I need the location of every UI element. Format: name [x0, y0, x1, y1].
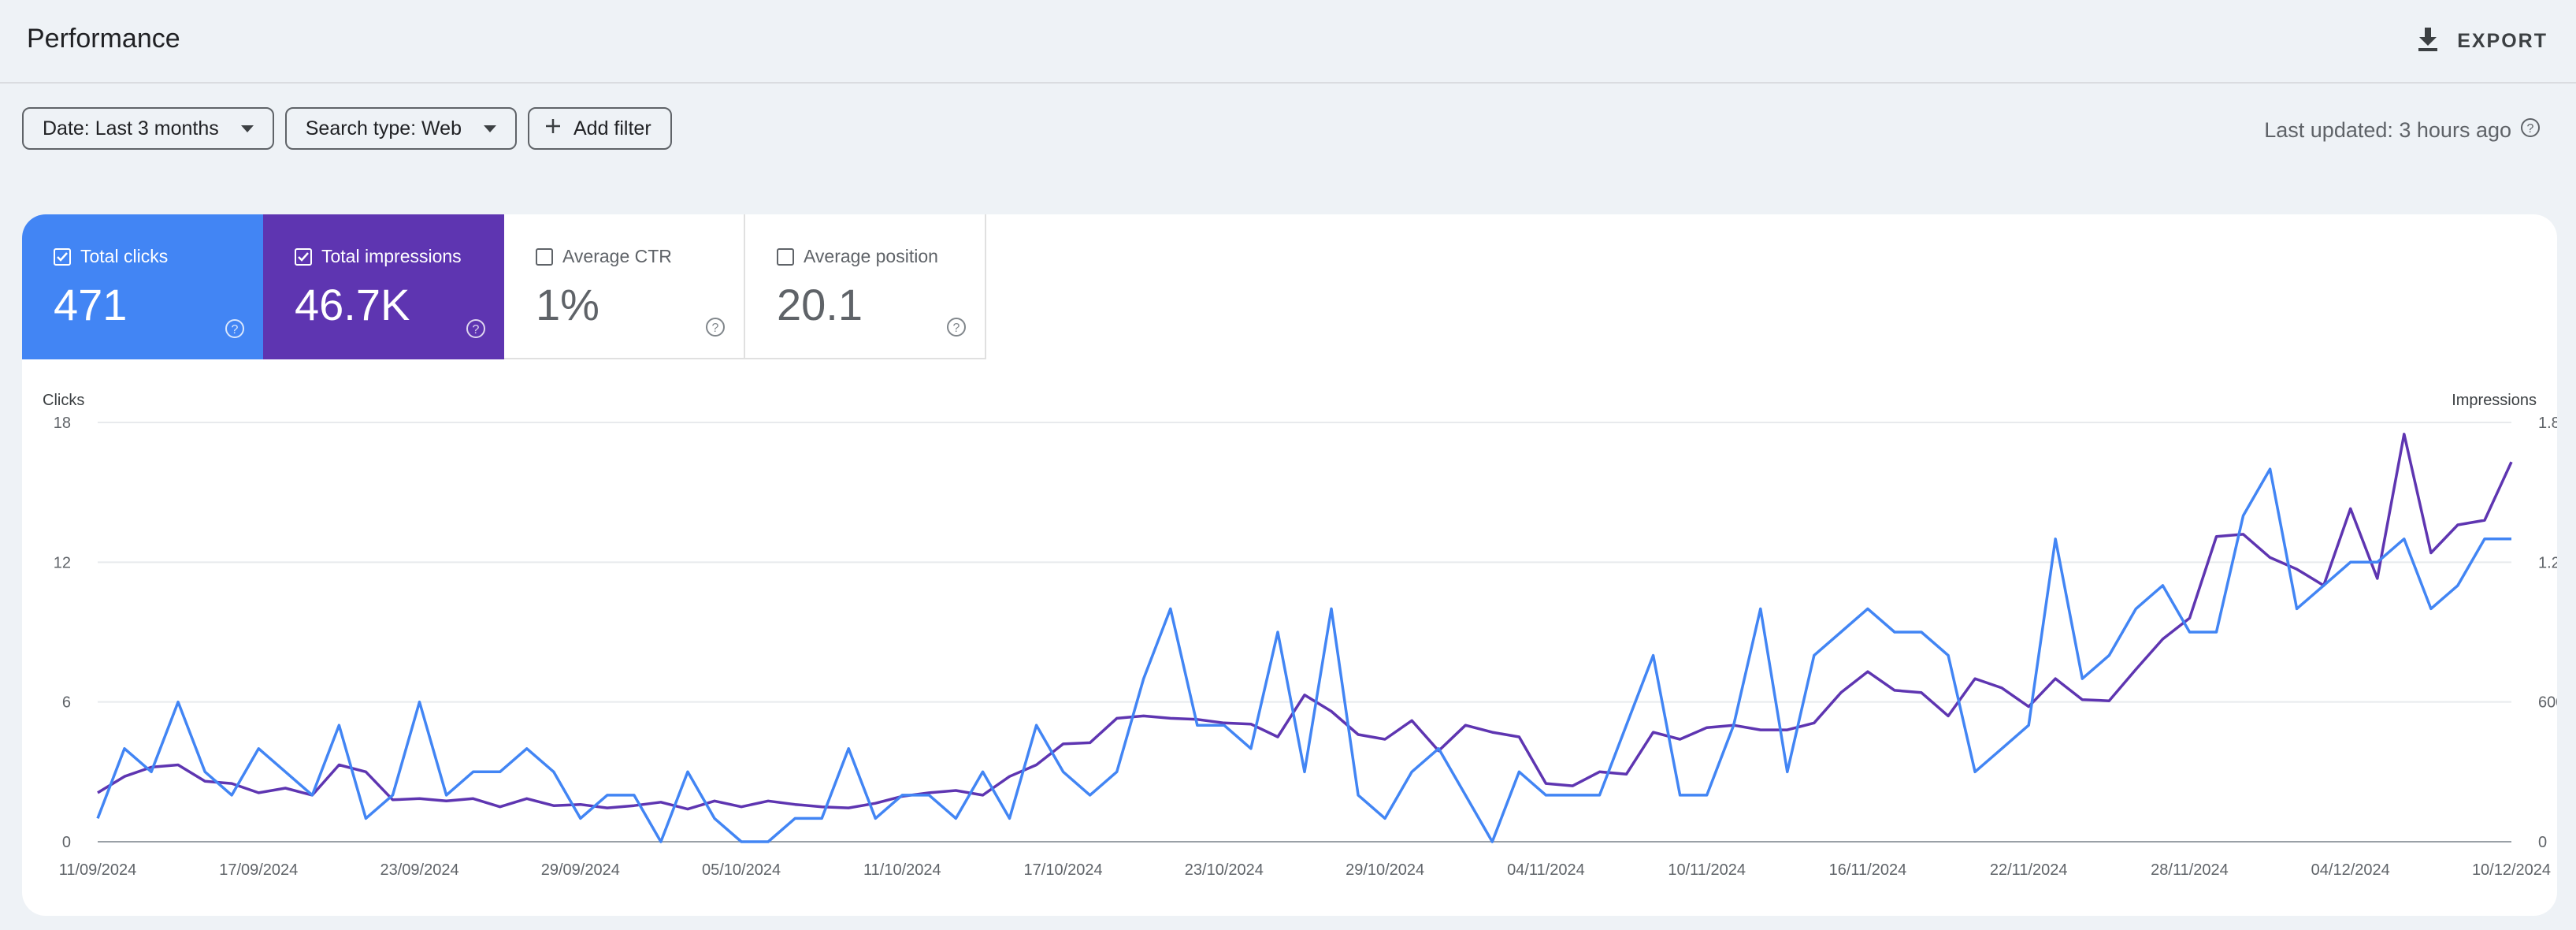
date-filter-label: Date: Last 3 months [43, 117, 219, 140]
metric-value: 1% [536, 280, 599, 329]
right-tick-label: 600 [2538, 694, 2557, 712]
metric-average-ctr[interactable]: Average CTR 1% ? [504, 214, 745, 359]
add-filter-label: Add filter [573, 117, 651, 140]
metric-label: Total clicks [80, 246, 169, 266]
add-filter-button[interactable]: Add filter [528, 107, 672, 150]
x-tick-label: 10/12/2024 [2472, 861, 2551, 879]
plus-icon [544, 117, 562, 141]
clicks-series-line [96, 467, 2511, 843]
x-tick-label: 04/11/2024 [1507, 861, 1585, 879]
metric-value: 20.1 [777, 280, 863, 329]
help-icon[interactable]: ? [465, 318, 487, 344]
x-tick-label: 11/10/2024 [863, 861, 941, 879]
caret-down-icon [240, 125, 254, 132]
metric-label: Average position [804, 246, 938, 266]
export-label: EXPORT [2457, 29, 2548, 52]
x-tick-label: 17/10/2024 [1024, 861, 1103, 879]
x-tick-label: 23/10/2024 [1185, 861, 1264, 879]
checkbox-unchecked-icon[interactable] [777, 247, 794, 266]
page-header: Performance EXPORT [0, 0, 2576, 84]
right-tick-label: 0 [2538, 834, 2547, 851]
page-title: Performance [27, 24, 180, 54]
metric-total-impressions[interactable]: Total impressions 46.7K ? [263, 214, 504, 359]
left-tick-label: 18 [54, 415, 71, 432]
date-filter-chip[interactable]: Date: Last 3 months [22, 107, 274, 150]
x-tick-label: 29/09/2024 [541, 861, 620, 879]
right-tick-label: 1.2K [2538, 554, 2557, 571]
metric-tabs: Total clicks 471 ? Total impressions 46.… [22, 214, 986, 359]
metric-label: Total impressions [321, 246, 462, 266]
help-icon[interactable]: ? [2519, 117, 2541, 144]
download-icon [2416, 26, 2440, 57]
caret-down-icon [484, 125, 496, 132]
metric-value: 471 [54, 280, 128, 329]
metric-total-clicks[interactable]: Total clicks 471 ? [22, 214, 263, 359]
metric-average-position[interactable]: Average position 20.1 ? [745, 214, 986, 359]
x-tick-label: 16/11/2024 [1829, 861, 1907, 879]
left-axis-title: Clicks [43, 392, 84, 409]
x-tick-label: 29/10/2024 [1346, 861, 1424, 879]
x-tick-label: 23/09/2024 [380, 861, 458, 879]
checkbox-checked-icon[interactable] [295, 247, 312, 266]
performance-chart[interactable]: 0 0 6 600 12 1.2K 18 1.8K Clicks Impressions 11/09… [22, 214, 2557, 916]
metric-value: 46.7K [295, 280, 410, 329]
svg-text:?: ? [2527, 122, 2534, 136]
performance-card: Total clicks 471 ? Total impressions 46.… [22, 214, 2557, 916]
right-axis-title: Impressions [2452, 392, 2537, 409]
help-icon[interactable]: ? [224, 318, 246, 344]
x-tick-label: 17/09/2024 [219, 861, 298, 879]
left-tick-label: 6 [62, 694, 71, 712]
last-updated-text: Last updated: 3 hours ago [2264, 118, 2511, 142]
svg-text:?: ? [473, 323, 480, 337]
x-tick-label: 05/10/2024 [702, 861, 781, 879]
x-tick-label: 11/09/2024 [59, 861, 137, 879]
svg-text:?: ? [712, 322, 719, 335]
x-tick-label: 10/11/2024 [1668, 861, 1746, 879]
x-tick-label: 04/12/2024 [2311, 861, 2390, 879]
checkbox-checked-icon[interactable] [54, 247, 71, 266]
svg-text:?: ? [232, 323, 239, 337]
metric-label: Average CTR [562, 246, 672, 266]
x-tick-label: 28/11/2024 [2151, 861, 2229, 879]
filter-bar: Date: Last 3 months Search type: Web Add… [22, 107, 672, 150]
export-button[interactable]: EXPORT [2416, 24, 2548, 58]
x-tick-label: 22/11/2024 [1990, 861, 2068, 879]
right-tick-label: 1.8K [2538, 415, 2557, 432]
help-icon[interactable]: ? [945, 316, 967, 342]
search-type-filter-chip[interactable]: Search type: Web [284, 107, 517, 150]
help-icon[interactable]: ? [704, 316, 726, 342]
impressions-series-line [97, 433, 2513, 811]
left-tick-label: 12 [54, 554, 71, 571]
left-tick-label: 0 [62, 834, 71, 851]
svg-text:?: ? [953, 322, 960, 335]
checkbox-unchecked-icon[interactable] [536, 247, 553, 266]
last-updated: Last updated: 3 hours ago ? [2264, 117, 2541, 144]
search-type-filter-label: Search type: Web [305, 117, 462, 140]
